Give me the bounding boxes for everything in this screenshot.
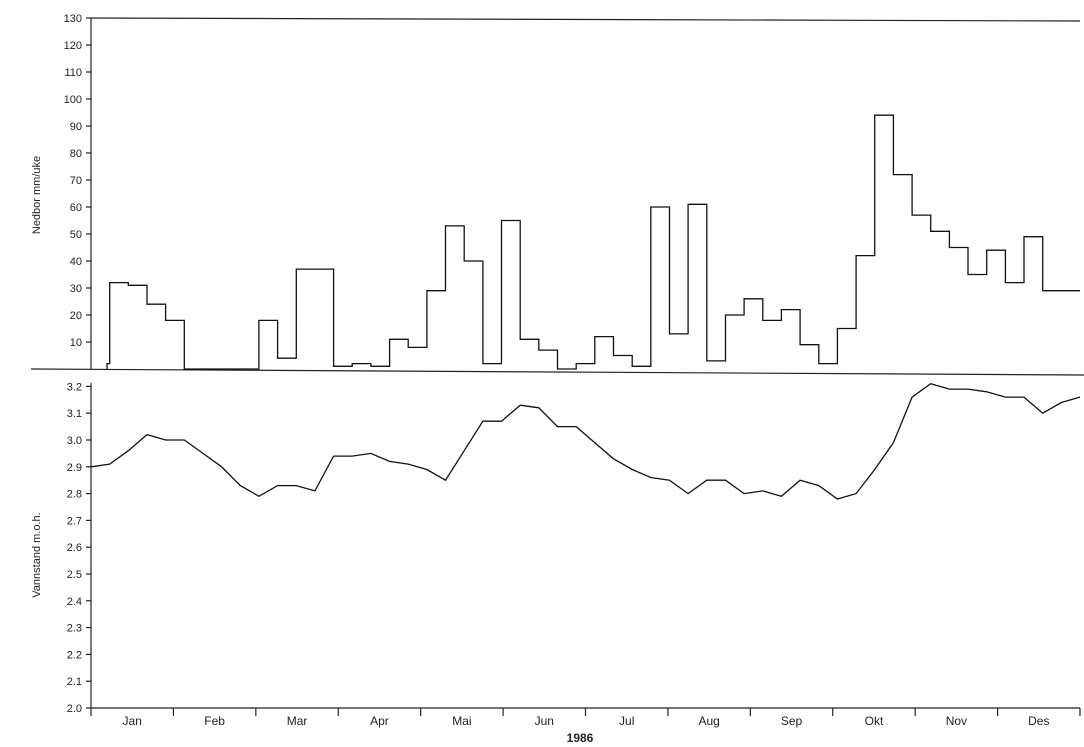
month-label: Jul (619, 714, 634, 728)
precipitation-axes (30, 17, 1084, 376)
water-level-y-tick-label: 2.9 (67, 462, 82, 474)
water-level-series (90, 382, 1081, 500)
water-level-y-tick-label: 2.2 (67, 649, 82, 661)
month-label: Apr (370, 714, 389, 728)
precipitation-y-tick-label: 10 (70, 337, 82, 349)
water-level-y-tick-label: 2.6 (67, 542, 82, 554)
precipitation-y-tick-label: 130 (64, 13, 82, 25)
water-level-y-tick-label: 2.3 (67, 623, 82, 635)
precipitation-y-tick-label: 120 (64, 40, 82, 52)
water-level-y-tick-label: 2.7 (67, 515, 82, 527)
water-level-y-tick-label: 3.1 (67, 408, 82, 420)
water-level-y-tick-label: 2.8 (67, 489, 82, 501)
water-level-axes (90, 383, 1080, 709)
water-level-y-tick-label: 2.1 (67, 676, 82, 688)
water-level-y-tick-label: 2.5 (67, 569, 82, 581)
precipitation-y-tick-label: 110 (64, 67, 82, 79)
precipitation-y-tick-label: 90 (70, 121, 82, 133)
precipitation-y-tick-label: 50 (70, 229, 82, 241)
x-axis-title: 1986 (567, 731, 594, 745)
month-label: Nov (946, 714, 967, 728)
precipitation-y-tick-label: 20 (70, 310, 82, 322)
month-label: Sep (781, 714, 803, 728)
water-level-axis-title: Vannstand m.o.h. (31, 512, 43, 597)
month-label: Aug (698, 714, 719, 728)
water-level-line (90, 382, 1081, 500)
month-label: Jan (123, 714, 142, 728)
water-level-y-ticks: 2.0 2.1 2.2 2.3 2.4 2.5 2.6 2.7 2.8 2.9 3.0 3.1 3.2 (67, 381, 91, 715)
precipitation-panel: Nedbor mm/uke 10 20 30 40 50 60 70 80 90 100 110 12… (30, 13, 1084, 376)
precipitation-y-tick-label: 30 (70, 283, 82, 295)
month-label: Des (1028, 714, 1049, 728)
precipitation-y-tick-label: 100 (64, 94, 82, 106)
water-level-panel: Vannstand m.o.h. 2.02.12.22.32.42.52.62.… (31, 381, 1081, 745)
precipitation-top-frame-line (90, 17, 1081, 22)
precipitation-series (106, 114, 1080, 370)
precipitation-y-tick-label: 80 (70, 148, 82, 160)
month-axis: Jan Feb Mar Apr Mai Jun Jul Aug Sep Okt Nov Des (90, 708, 1081, 728)
precipitation-y-tick-label: 60 (70, 202, 82, 214)
precipitation-axis-title: Nedbor mm/uke (31, 156, 43, 234)
month-label: Okt (865, 714, 884, 728)
precipitation-y-ticks: 10 20 30 40 50 60 70 80 90 100 110 120 130 (64, 13, 91, 349)
panel-divider-line (30, 368, 1084, 376)
month-label: Mar (287, 714, 308, 728)
precipitation-y-tick-label: 70 (70, 175, 82, 187)
month-label: Jun (535, 714, 554, 728)
water-level-y-tick-label: 2.0 (67, 703, 82, 715)
precipitation-y-tick-label: 40 (70, 256, 82, 268)
month-label: Feb (204, 714, 225, 728)
water-level-y-tick-label: 3.2 (67, 381, 82, 393)
month-label: Mai (452, 714, 471, 728)
water-level-y-tick-label: 2.4 (67, 596, 82, 608)
precipitation-step-line (106, 114, 1080, 370)
water-level-y-tick-label: 3.0 (67, 435, 82, 447)
